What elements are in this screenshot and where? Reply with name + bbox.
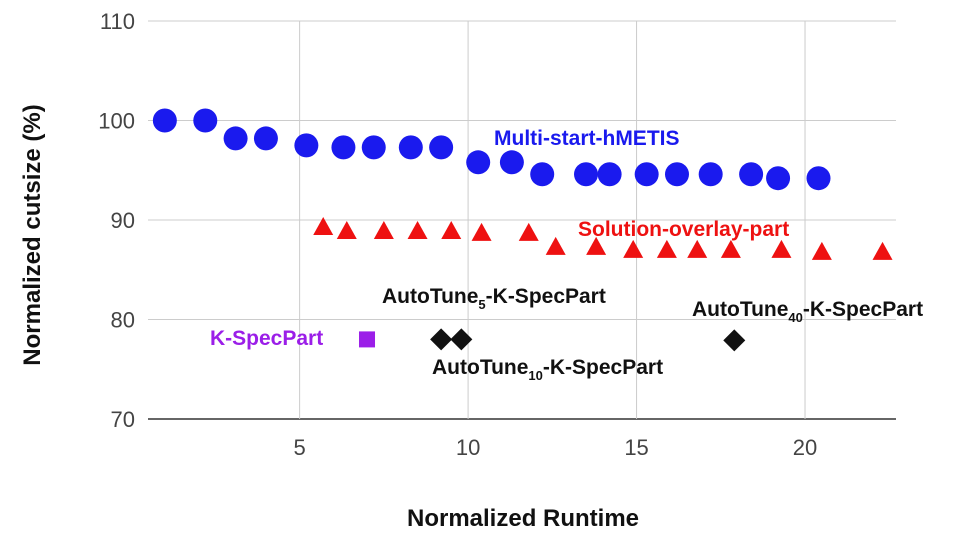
series-label-multi-start-hmetis: Multi-start-hMETIS	[494, 127, 679, 150]
data-point-triangle	[545, 236, 566, 255]
y-tick-label: 100	[98, 109, 135, 134]
data-point-circle	[806, 166, 831, 191]
data-point-triangle	[471, 222, 492, 241]
data-point-diamond	[430, 328, 453, 351]
data-point-triangle	[811, 241, 832, 260]
data-point-circle	[466, 150, 491, 175]
data-point-diamond	[450, 328, 473, 351]
data-point-circle	[429, 135, 454, 160]
data-point-triangle	[313, 216, 334, 235]
data-point-circle	[574, 162, 599, 187]
data-point-circle	[766, 166, 791, 191]
x-tick-label: 10	[456, 435, 480, 460]
data-point-circle	[253, 126, 278, 151]
series-label-k-specpart: K-SpecPart	[210, 327, 323, 350]
data-point-circle	[294, 133, 319, 158]
data-point-triangle	[872, 241, 893, 260]
annotation-autotune5: AutoTune5-K-SpecPart	[382, 285, 606, 312]
data-point-triangle	[623, 239, 644, 258]
annotation-autotune10: AutoTune10-K-SpecPart	[432, 356, 663, 383]
data-point-square	[359, 331, 376, 348]
data-point-triangle	[586, 236, 607, 255]
data-point-circle	[530, 162, 555, 187]
x-tick-label: 15	[624, 435, 648, 460]
x-axis-title: Normalized Runtime	[407, 505, 639, 532]
series-label-solution-overlay-part: Solution-overlay-part	[578, 218, 789, 241]
data-point-triangle	[336, 220, 357, 239]
data-point-triangle	[373, 220, 394, 239]
data-point-triangle	[771, 239, 792, 258]
data-point-triangle	[720, 239, 741, 258]
data-point-circle	[152, 108, 177, 133]
data-point-circle	[361, 135, 386, 160]
data-point-circle	[664, 162, 689, 187]
y-axis-title: Normalized cutsize (%)	[19, 104, 46, 365]
data-point-circle	[597, 162, 622, 187]
y-tick-label: 70	[111, 407, 135, 432]
data-point-circle	[193, 108, 218, 133]
x-tick-label: 20	[793, 435, 817, 460]
data-point-triangle	[518, 222, 539, 241]
axis-ticks: 70 80 90 100 110 5 10 15 20	[98, 9, 817, 460]
data-point-triangle	[656, 239, 677, 258]
y-tick-label: 90	[111, 208, 135, 233]
y-tick-label: 110	[100, 9, 135, 34]
data-point-circle	[698, 162, 723, 187]
data-point-circle	[223, 126, 248, 151]
annotation-autotune40: AutoTune40-K-SpecPart	[692, 298, 923, 325]
data-point-circle	[634, 162, 659, 187]
data-point-circle	[499, 150, 524, 175]
data-point-circle	[398, 135, 423, 160]
data-point-circle	[739, 162, 764, 187]
data-point-triangle	[687, 239, 708, 258]
data-point-triangle	[407, 220, 428, 239]
data-point-circle	[331, 135, 356, 160]
data-points	[152, 108, 893, 352]
data-point-diamond	[723, 329, 746, 352]
data-point-triangle	[441, 220, 462, 239]
x-tick-label: 5	[293, 435, 305, 460]
grid-lines	[148, 20, 896, 420]
y-tick-label: 80	[111, 308, 135, 333]
